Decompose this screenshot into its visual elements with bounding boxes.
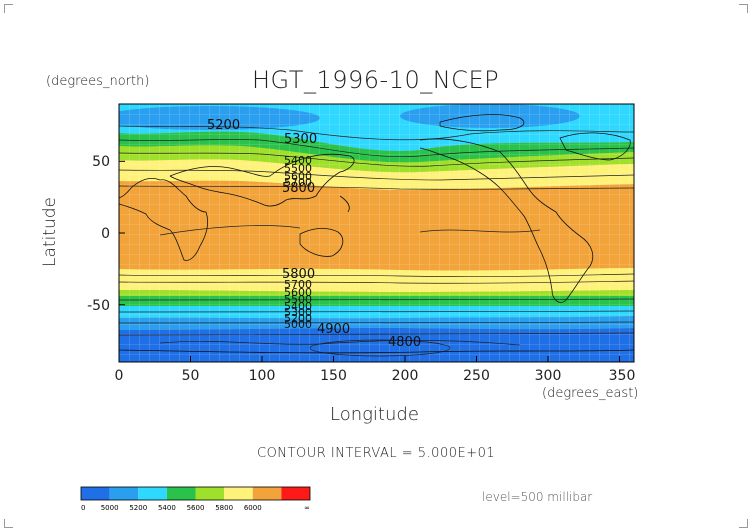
contour-label: 5500: [284, 293, 312, 306]
contour-label: 5800: [282, 181, 315, 196]
colorbar-label: 5400: [158, 504, 176, 512]
x-tick-label: 0: [115, 368, 124, 384]
contour-interval-text: CONTOUR INTERVAL = 5.000E+01: [257, 446, 496, 461]
grid-overlay: [119, 104, 634, 362]
contour-label-group: 5200 5300 5400 5500 5600 5700 5800 5800 …: [207, 118, 421, 350]
contour-lines: [119, 125, 634, 357]
colorbar-swatch: [281, 487, 310, 500]
level-text: level=500 millibar: [482, 490, 593, 504]
axis-ticks: [118, 160, 620, 362]
y-unit-label: (degrees_north): [46, 74, 150, 89]
y-axis-label: Latitude: [40, 197, 60, 267]
colorbar-label: 5200: [129, 504, 147, 512]
contour-label: 5200: [284, 312, 312, 325]
contour-label: 5400: [284, 154, 312, 167]
colorbar-label: 6000: [244, 504, 262, 512]
contour-label: 5000: [284, 318, 312, 331]
x-tick-label: 50: [182, 368, 200, 384]
x-tick-label: 300: [535, 368, 562, 384]
colorbar-swatch: [81, 487, 110, 500]
contour-label: 5600: [284, 170, 312, 183]
colorbar-label: 0: [81, 504, 85, 512]
contour-label: 4900: [317, 322, 350, 337]
contour-label: 5300: [284, 132, 317, 147]
x-tick-label: 100: [249, 368, 276, 384]
x-tick-label: 250: [463, 368, 490, 384]
x-tick-label: 200: [392, 368, 419, 384]
plot-title: HGT_1996-10_NCEP: [252, 66, 500, 94]
y-tick-label: 50: [92, 154, 110, 170]
contour-label: 5500: [284, 162, 312, 175]
tick-labels: 0 50 100 150 200 250 300 350 50 0 -50: [87, 154, 635, 384]
x-tick-label: 150: [320, 368, 347, 384]
contour-label: 5400: [284, 300, 312, 313]
contour-label: 5700: [284, 176, 312, 189]
colorbar-swatch: [252, 487, 282, 500]
colorbar: 0 5000 5200 5400 5600 5800 6000 ∞: [80, 486, 311, 512]
crop-mark-top-right: [739, 4, 748, 13]
contour-label: 5200: [207, 118, 240, 133]
y-tick-label: 0: [101, 226, 110, 242]
x-tick-label: 350: [609, 368, 636, 384]
contour-label: 5300: [284, 306, 312, 319]
colorbar-swatch: [195, 487, 225, 500]
crop-mark-bottom-right: [739, 519, 748, 528]
colorbar-label: 5800: [215, 504, 233, 512]
colorbar-swatch: [138, 487, 167, 500]
x-axis-label: Longitude: [330, 404, 419, 425]
plot-area: 5200 5300 5400 5500 5600 5700 5800 5800 …: [119, 104, 634, 362]
colorbar-swatch: [109, 487, 139, 500]
colorbar-swatch: [166, 487, 196, 500]
colorbar-label: 5600: [187, 504, 205, 512]
colorbar-swatch: [224, 487, 253, 500]
contour-label: 5600: [284, 286, 312, 299]
contour-label: 5800: [282, 267, 315, 282]
coastlines: [119, 114, 634, 354]
y-tick-label: -50: [87, 298, 110, 314]
contour-label: 4800: [388, 335, 421, 350]
crop-mark-bottom-left: [4, 519, 13, 528]
colorbar-label: 5000: [101, 504, 119, 512]
colorbar-frame: [80, 486, 311, 501]
x-unit-label: (degrees_east): [542, 386, 639, 401]
colorbar-label: ∞: [304, 504, 310, 512]
contour-label: 5700: [284, 278, 312, 291]
crop-mark-top-left: [4, 4, 13, 13]
